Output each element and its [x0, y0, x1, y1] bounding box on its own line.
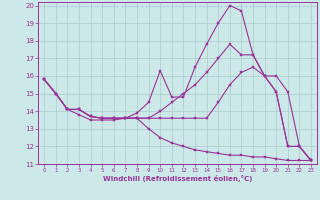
- X-axis label: Windchill (Refroidissement éolien,°C): Windchill (Refroidissement éolien,°C): [103, 175, 252, 182]
